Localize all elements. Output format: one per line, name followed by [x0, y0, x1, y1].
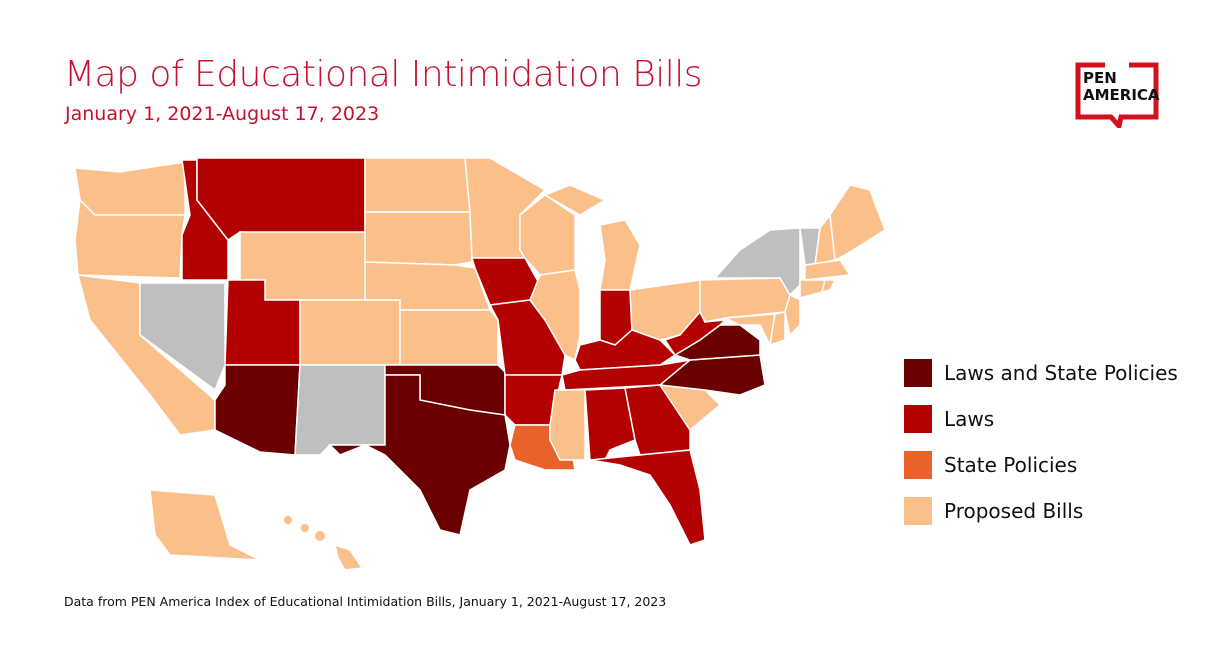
legend-swatch [904, 497, 932, 525]
state-hi-island [301, 524, 309, 532]
source-note: Data from PEN America Index of Education… [64, 594, 667, 609]
state-ma [804, 259, 852, 281]
state-me [829, 184, 886, 262]
state-ks [399, 309, 499, 366]
state-mt [196, 157, 366, 242]
state-wa [74, 161, 186, 216]
state-mi [543, 184, 607, 216]
state-nm [294, 364, 386, 456]
state-nd [364, 157, 471, 213]
legend-label: State Policies [944, 453, 1078, 477]
state-md [722, 313, 776, 348]
state-ny [713, 227, 801, 297]
state-hi-island [284, 516, 292, 524]
state-or [74, 198, 186, 279]
legend: Laws and State Policies Laws State Policie… [904, 350, 1178, 534]
state-nv [139, 282, 226, 392]
map-title: Map of Educational Intimidation Bills [64, 54, 703, 95]
legend-label: Laws [944, 407, 995, 431]
legend-label: Proposed Bills [944, 499, 1084, 523]
legend-item-laws-and-state-policies: Laws and State Policies [904, 350, 1178, 396]
state-co [299, 299, 401, 366]
state-wv [663, 310, 728, 357]
legend-label: Laws and State Policies [944, 361, 1178, 385]
state-sd [364, 211, 473, 266]
legend-swatch [904, 359, 932, 387]
legend-swatch [904, 405, 932, 433]
state-hi [333, 543, 364, 571]
state-fl [589, 449, 706, 546]
state-nj [784, 293, 801, 337]
legend-item-proposed-bills: Proposed Bills [904, 488, 1178, 534]
legend-item-laws: Laws [904, 396, 1178, 442]
state-ms [549, 389, 586, 461]
state-ak [149, 489, 261, 561]
state-mi [599, 219, 641, 291]
map-subtitle: January 1, 2021-August 17, 2023 [65, 103, 380, 125]
state-az [214, 364, 301, 456]
pen-america-logo: PEN AMERICA [1075, 62, 1160, 128]
legend-item-state-policies: State Policies [904, 442, 1178, 488]
state-ct [799, 279, 826, 299]
state-hi-island [315, 531, 325, 541]
state-ri [820, 279, 837, 294]
legend-swatch [904, 451, 932, 479]
state-de [769, 311, 786, 347]
state-tx [328, 374, 511, 536]
